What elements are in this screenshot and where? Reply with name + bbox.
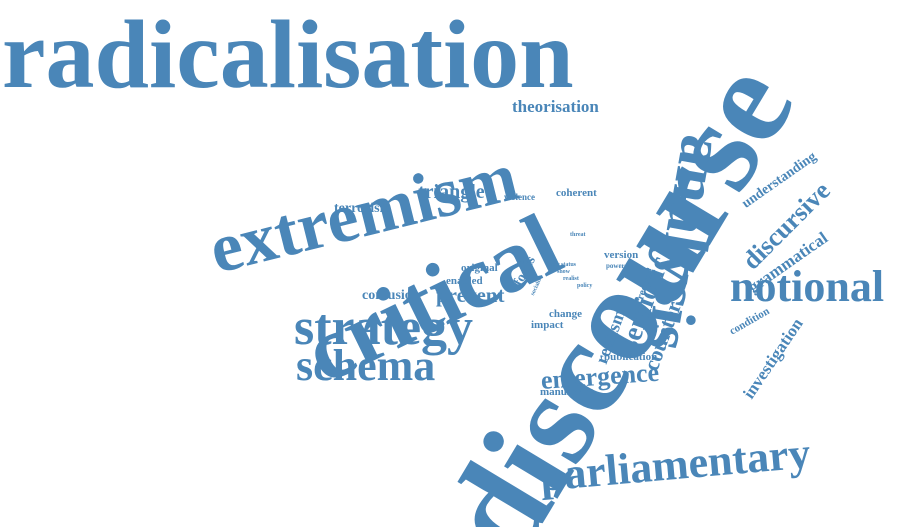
word-version: version — [604, 249, 639, 261]
word-radicalisation: radicalisation — [2, 1, 574, 109]
word-more: more — [517, 260, 531, 266]
word-terrorism: terrorism — [334, 201, 392, 216]
word-power: power — [606, 262, 625, 270]
word-manuscript: manuscript — [540, 386, 594, 398]
word-theorisation: theorisation — [512, 97, 599, 116]
word-prevent: prevent — [436, 283, 505, 307]
word-policy: policy — [577, 283, 593, 289]
word-notional: notional — [730, 262, 885, 311]
word-publication: publication — [604, 351, 658, 363]
word-investigation: investigation — [739, 314, 807, 403]
word-how: how — [549, 262, 560, 268]
word-strategy: strategy — [294, 299, 474, 356]
word-realist: realist — [563, 276, 579, 282]
word-confusion: confusion — [362, 288, 420, 303]
word-triangle: triangle — [418, 181, 485, 203]
word-schema: schema — [296, 341, 436, 390]
word-coherent: coherent — [556, 187, 597, 199]
word-threat: threat — [570, 232, 586, 238]
word-violence: violence — [504, 192, 535, 202]
word-change: change — [549, 308, 582, 320]
word-show: show — [557, 269, 571, 275]
word-original: original — [461, 262, 498, 274]
word-status: status — [561, 262, 577, 268]
word-enabled: enabled — [446, 275, 483, 287]
word-impact: impact — [531, 319, 564, 331]
